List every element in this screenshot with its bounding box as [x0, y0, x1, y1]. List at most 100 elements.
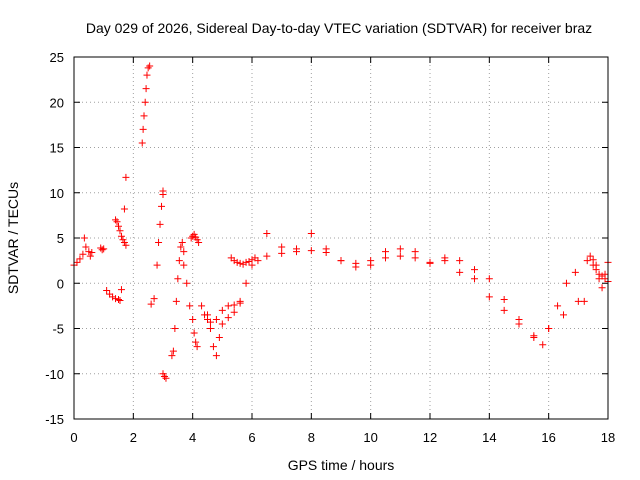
- series-s8: [168, 239, 188, 360]
- data-point: [116, 227, 124, 235]
- data-point: [153, 261, 161, 269]
- data-point: [485, 275, 493, 283]
- data-point: [195, 239, 203, 247]
- data-point: [172, 297, 180, 305]
- y-tick-label: 15: [50, 141, 64, 156]
- data-point: [574, 297, 582, 305]
- data-point: [97, 244, 105, 252]
- y-tick-label: 0: [57, 276, 64, 291]
- data-point: [180, 248, 188, 256]
- data-point: [236, 299, 244, 307]
- data-point: [230, 257, 238, 265]
- data-point: [263, 229, 271, 237]
- data-point: [79, 250, 87, 258]
- data-point: [112, 295, 120, 303]
- chart-title: Day 029 of 2026, Sidereal Day-to-day VTE…: [86, 20, 592, 36]
- data-point: [112, 216, 120, 224]
- data-point: [174, 275, 182, 283]
- data-point: [456, 257, 464, 265]
- data-point: [242, 258, 250, 266]
- data-point: [562, 279, 570, 287]
- series-s13: [198, 299, 244, 326]
- data-point: [73, 258, 81, 266]
- data-point: [158, 202, 166, 210]
- data-point: [171, 325, 179, 332]
- data-point: [471, 266, 478, 274]
- x-tick-label: 18: [601, 430, 615, 445]
- data-point: [583, 257, 591, 265]
- y-tick-label: -15: [45, 412, 64, 427]
- data-point: [236, 259, 244, 267]
- data-point: [307, 247, 315, 255]
- data-point: [322, 245, 330, 253]
- data-point: [530, 332, 538, 340]
- x-tick-label: 16: [541, 430, 555, 445]
- data-point: [224, 314, 232, 322]
- data-point: [186, 302, 194, 310]
- data-point: [116, 296, 124, 304]
- data-point: [115, 222, 122, 230]
- data-point: [239, 260, 247, 268]
- data-point: [592, 266, 600, 274]
- data-point: [82, 243, 90, 251]
- data-point: [560, 311, 567, 319]
- data-point: [169, 347, 177, 355]
- data-point: [143, 71, 151, 79]
- data-point: [554, 302, 562, 310]
- data-point: [122, 173, 130, 181]
- data-point: [242, 279, 250, 287]
- data-point: [177, 243, 185, 251]
- data-point: [598, 284, 606, 292]
- data-point: [545, 325, 553, 332]
- data-point: [115, 296, 122, 304]
- x-tick-label: 4: [189, 430, 196, 445]
- data-point: [224, 302, 232, 310]
- data-point: [103, 286, 111, 294]
- x-tick-label: 2: [130, 430, 137, 445]
- data-point: [138, 139, 146, 147]
- data-point: [120, 205, 128, 213]
- data-point: [117, 232, 125, 240]
- y-tick-label: -10: [45, 367, 64, 382]
- data-point: [88, 248, 96, 256]
- data-point: [193, 343, 201, 351]
- x-tick-label: 6: [248, 430, 255, 445]
- data-point: [230, 301, 238, 309]
- y-tick-label: -5: [52, 322, 64, 337]
- data-point: [441, 254, 449, 262]
- data-point: [187, 234, 195, 242]
- data-point: [218, 306, 226, 314]
- data-point: [147, 300, 155, 308]
- data-point: [471, 275, 478, 283]
- data-point: [189, 315, 197, 323]
- data-point: [76, 255, 84, 263]
- data-point: [109, 293, 117, 301]
- data-point: [159, 187, 167, 195]
- data-point: [382, 254, 389, 262]
- data-point: [382, 248, 389, 256]
- data-point: [293, 245, 300, 253]
- data-point: [251, 254, 259, 262]
- data-point: [233, 258, 241, 266]
- data-point: [162, 374, 170, 382]
- data-point: [117, 286, 125, 294]
- data-point: [595, 270, 603, 278]
- series-s2: [97, 244, 108, 254]
- points-layer: [70, 62, 612, 382]
- data-point: [307, 229, 315, 237]
- plot-frame: [73, 56, 609, 420]
- data-point: [183, 279, 191, 287]
- data-point: [539, 341, 547, 349]
- series-s6: [147, 187, 167, 308]
- data-point: [168, 352, 176, 360]
- data-point: [212, 315, 220, 323]
- series-s9: [180, 261, 201, 351]
- data-point: [248, 256, 256, 264]
- data-point: [396, 252, 404, 260]
- series-s7: [159, 370, 170, 382]
- data-point: [86, 252, 94, 260]
- data-point: [206, 325, 214, 332]
- y-tick-label: 10: [50, 186, 64, 201]
